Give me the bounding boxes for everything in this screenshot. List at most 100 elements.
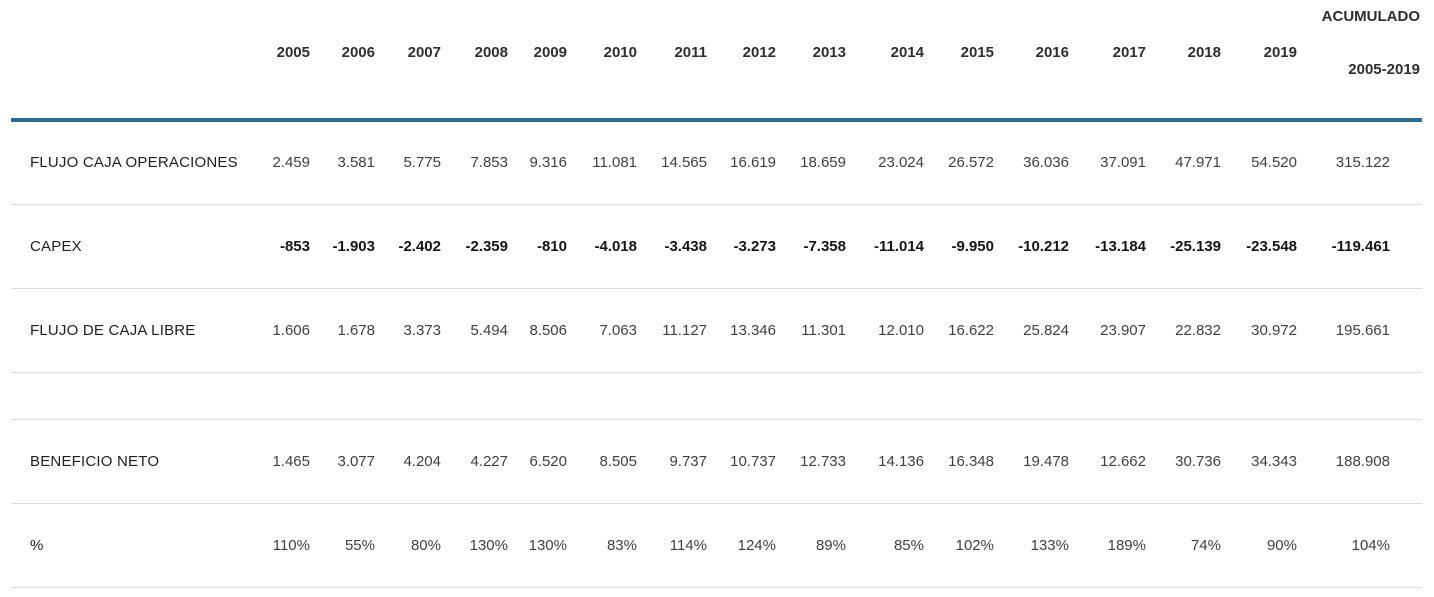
value-cell: 4.204 <box>403 452 441 470</box>
spacer-row <box>11 372 1422 419</box>
value-cell: 8.506 <box>529 321 567 339</box>
value-cell: 22.832 <box>1175 321 1221 339</box>
row-label: FLUJO CAJA OPERACIONES <box>30 154 238 172</box>
cash-flow-table: 2005 2006 2007 2008 2009 2010 2011 2012 2013 2014… <box>11 0 1422 588</box>
value-cell: 14.565 <box>661 154 707 172</box>
value-cell: -3.438 <box>664 237 707 255</box>
year-column-header: 2005 <box>250 0 310 122</box>
value-cell: -10.212 <box>1018 237 1069 255</box>
value-cell: 130% <box>528 536 567 554</box>
value-cell: 3.373 <box>403 321 441 339</box>
year-column-header: 2015 <box>924 0 994 122</box>
value-cell: 55% <box>344 536 375 554</box>
value-cell: 189% <box>1107 536 1146 554</box>
year-column-header: 2008 <box>441 0 508 122</box>
accumulated-header-line1: ACUMULADO <box>1321 8 1420 25</box>
value-cell: 83% <box>606 536 637 554</box>
value-cell: 114% <box>669 536 707 554</box>
accumulated-value-cell: 104% <box>1351 536 1390 554</box>
value-cell: 80% <box>410 536 441 554</box>
accumulated-header-lines: ACUMULADO 2005-2019 <box>1297 8 1422 78</box>
year-column-header: 2019 <box>1221 0 1297 122</box>
accumulated-header-line2: 2005-2019 <box>1348 61 1420 78</box>
value-cell: 13.346 <box>730 321 776 339</box>
value-cell: 130% <box>469 536 508 554</box>
value-cell: 11.127 <box>662 321 707 339</box>
row-label: CAPEX <box>30 237 82 255</box>
value-cell: 12.662 <box>1100 452 1146 470</box>
value-cell: -810 <box>536 237 567 255</box>
year-column-header: 2017 <box>1069 0 1146 122</box>
value-cell: 25.824 <box>1023 321 1069 339</box>
value-cell: 16.619 <box>730 154 776 172</box>
value-cell: 9.316 <box>529 154 567 172</box>
value-cell: 18.659 <box>800 154 846 172</box>
year-column-header: 2009 <box>508 0 567 122</box>
value-cell: 5.494 <box>470 321 508 339</box>
value-cell: -853 <box>279 237 310 255</box>
value-cell: 23.907 <box>1100 321 1146 339</box>
value-cell: -4.018 <box>594 237 637 255</box>
value-cell: 12.733 <box>800 452 846 470</box>
value-cell: 30.736 <box>1175 452 1221 470</box>
value-cell: 12.010 <box>878 321 924 339</box>
value-cell: -25.139 <box>1170 237 1221 255</box>
year-column-header: 2016 <box>994 0 1069 122</box>
value-cell: 133% <box>1030 536 1069 554</box>
year-column-header: 2013 <box>776 0 846 122</box>
row-label: % <box>30 536 44 554</box>
value-cell: -23.548 <box>1246 237 1297 255</box>
value-cell: 11.301 <box>801 321 846 339</box>
value-cell: -2.359 <box>465 237 508 255</box>
value-cell: 11.081 <box>592 154 637 172</box>
accumulated-value-cell: 315.122 <box>1335 154 1390 172</box>
table-row: FLUJO CAJA OPERACIONES 2.459 3.581 5.775 7.8… <box>11 120 1422 204</box>
accumulated-value-cell: 195.661 <box>1335 321 1390 339</box>
table-row: % 110% 55% 80% 130% 130% 83% 114% 124% 89% 85% 102%… <box>11 503 1422 587</box>
value-cell: 3.077 <box>337 452 375 470</box>
year-column-header: 2011 <box>637 0 707 122</box>
accumulated-value-cell: -119.461 <box>1331 237 1390 255</box>
value-cell: 3.581 <box>337 154 375 172</box>
value-cell: 8.505 <box>599 452 637 470</box>
value-cell: -9.950 <box>951 237 994 255</box>
value-cell: 4.227 <box>470 452 508 470</box>
value-cell: 102% <box>955 536 994 554</box>
value-cell: 16.348 <box>948 452 994 470</box>
value-cell: 5.775 <box>403 154 441 172</box>
value-cell: 10.737 <box>730 452 776 470</box>
spacer-cell <box>11 372 1422 419</box>
value-cell: 47.971 <box>1175 154 1221 172</box>
table-row: CAPEX -853 -1.903 -2.402 -2.359 -810 -4.018 -3.… <box>11 204 1422 288</box>
value-cell: 2.459 <box>272 154 310 172</box>
value-cell: -11.014 <box>873 237 924 255</box>
value-cell: -1.903 <box>332 237 375 255</box>
value-cell: 1.465 <box>272 452 310 470</box>
year-column-header: 2006 <box>310 0 375 122</box>
value-cell: 1.606 <box>272 321 310 339</box>
value-cell: 14.136 <box>878 452 924 470</box>
accumulated-value-cell: 188.908 <box>1335 452 1390 470</box>
value-cell: -2.402 <box>398 237 441 255</box>
value-cell: 1.678 <box>337 321 375 339</box>
table-row: BENEFICIO NETO 1.465 3.077 4.204 4.227 6.520 8… <box>11 419 1422 503</box>
value-cell: 36.036 <box>1023 154 1069 172</box>
value-cell: 110% <box>272 536 310 554</box>
row-label-column-header <box>11 0 250 122</box>
year-column-header: 2018 <box>1146 0 1221 122</box>
value-cell: 26.572 <box>948 154 994 172</box>
value-cell: 34.343 <box>1251 452 1297 470</box>
year-column-header: 2010 <box>567 0 637 122</box>
value-cell: 9.737 <box>669 452 707 470</box>
value-cell: 74% <box>1190 536 1221 554</box>
value-cell: 124% <box>737 536 776 554</box>
value-cell: 54.520 <box>1251 154 1297 172</box>
value-cell: 6.520 <box>529 452 567 470</box>
value-cell: 90% <box>1266 536 1297 554</box>
value-cell: -7.358 <box>803 237 846 255</box>
row-label: FLUJO DE CAJA LIBRE <box>30 321 196 339</box>
header-row: 2005 2006 2007 2008 2009 2010 2011 2012 2013 2014… <box>11 0 1422 122</box>
value-cell: 89% <box>815 536 846 554</box>
value-cell: 16.622 <box>948 321 994 339</box>
